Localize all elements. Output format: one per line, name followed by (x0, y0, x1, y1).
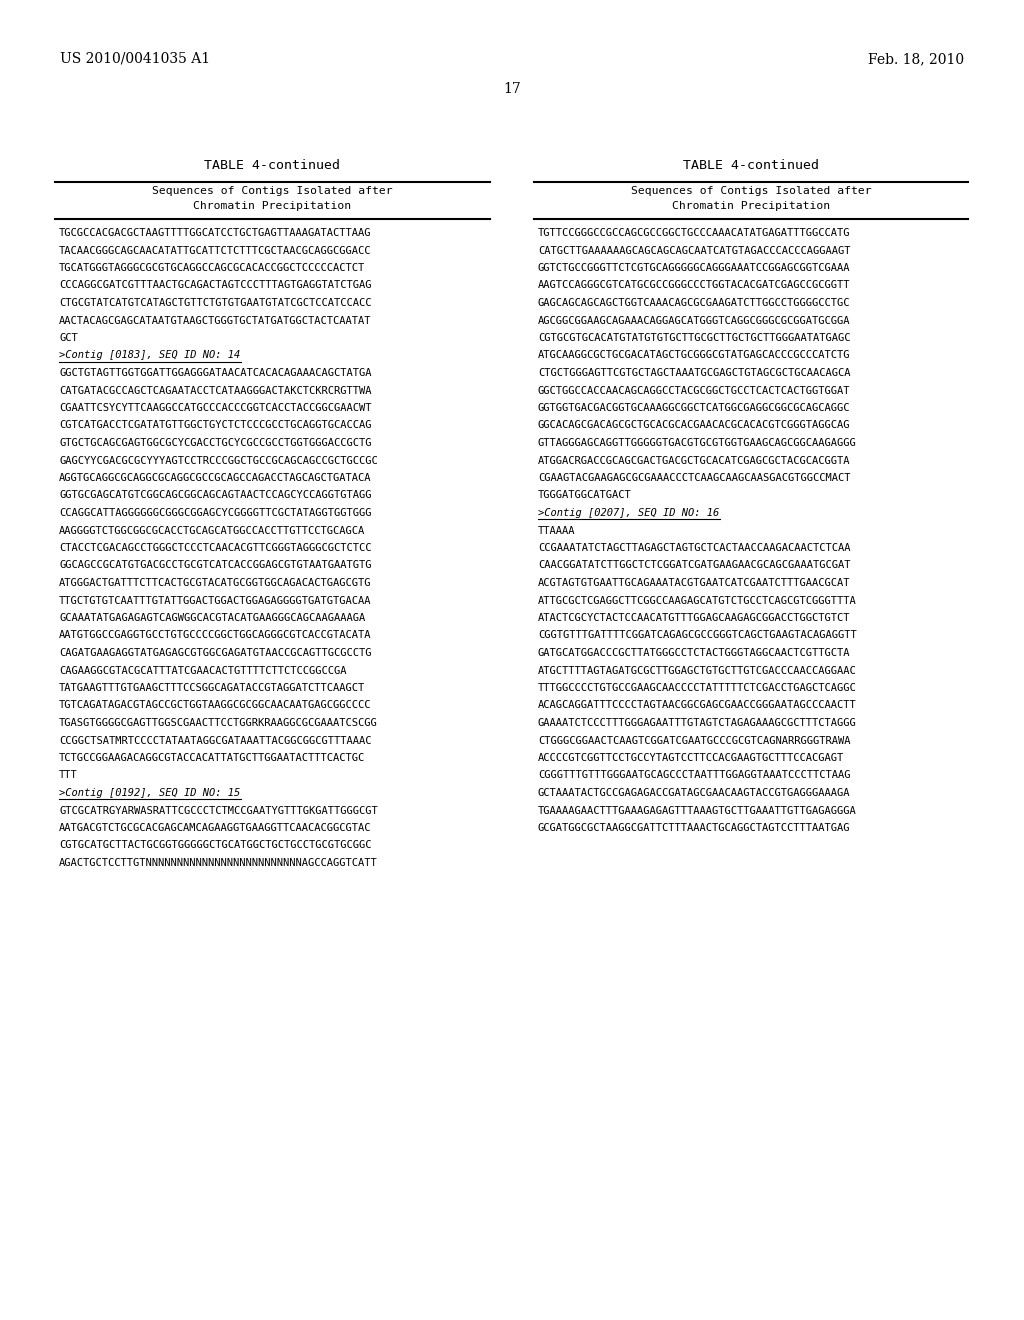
Text: CCAGGCATTAGGGGGGCGGGCGGAGCYCGGGGTTCGCTATAGGTGGTGGG: CCAGGCATTAGGGGGGCGGGCGGAGCYCGGGGTTCGCTAT… (59, 508, 372, 517)
Text: GGCTGGCCACCAACAGCAGGCCTACGCGGCTGCCTCACTCACTGGTGGAT: GGCTGGCCACCAACAGCAGGCCTACGCGGCTGCCTCACTC… (538, 385, 851, 396)
Text: CTGCGTATCATGTCATAGCTGTTCTGTGTGAATGTATCGCTCCATCCACC: CTGCGTATCATGTCATAGCTGTTCTGTGTGAATGTATCGC… (59, 298, 372, 308)
Text: GAGCAGCAGCAGCTGGTCAAACAGCGCGAAGATCTTGGCCTGGGGCCTGC: GAGCAGCAGCAGCTGGTCAAACAGCGCGAAGATCTTGGCC… (538, 298, 851, 308)
Text: GGTGCGAGCATGTCGGCAGCGGCAGCAGTAACTCCAGCYCCAGGTGTAGG: GGTGCGAGCATGTCGGCAGCGGCAGCAGTAACTCCAGCYC… (59, 491, 372, 500)
Text: ATGGGACTGATTTCTTCACTGCGTACATGCGGTGGCAGACACTGAGCGTG: ATGGGACTGATTTCTTCACTGCGTACATGCGGTGGCAGAC… (59, 578, 372, 587)
Text: CTGGGCGGAACTCAAGTCGGATCGAATGCCCGCGTCAGNARRGGGTRAWA: CTGGGCGGAACTCAAGTCGGATCGAATGCCCGCGTCAGNA… (538, 735, 851, 746)
Text: GGCACAGCGACAGCGCTGCACGCACGAACACGCACACGTCGGGTAGGCAG: GGCACAGCGACAGCGCTGCACGCACGAACACGCACACGTC… (538, 421, 851, 430)
Text: ACGTAGTGTGAATTGCAGAAATACGTGAATCATCGAATCTTTGAACGCAT: ACGTAGTGTGAATTGCAGAAATACGTGAATCATCGAATCT… (538, 578, 851, 587)
Text: Sequences of Contigs Isolated after
Chromatin Precipitation: Sequences of Contigs Isolated after Chro… (631, 186, 871, 211)
Text: AAGTCCAGGGCGTCATGCGCCGGGCCCTGGTACACGATCGAGCCGCGGTT: AAGTCCAGGGCGTCATGCGCCGGGCCCTGGTACACGATCG… (538, 281, 851, 290)
Text: GCT: GCT (59, 333, 78, 343)
Text: ATTGCGCTCGAGGCTTCGGCCAAGAGCATGTCTGCCTCAGCGTCGGGTTTA: ATTGCGCTCGAGGCTTCGGCCAAGAGCATGTCTGCCTCAG… (538, 595, 857, 606)
Text: ATGCAAGGCGCTGCGACATAGCTGCGGGCGTATGAGCACCCGCCCATCTG: ATGCAAGGCGCTGCGACATAGCTGCGGGCGTATGAGCACC… (538, 351, 851, 360)
Text: AACTACAGCGAGCATAATGTAAGCTGGGTGCTATGATGGCTACTCAATAT: AACTACAGCGAGCATAATGTAAGCTGGGTGCTATGATGGC… (59, 315, 372, 326)
Text: CGAAGTACGAAGAGCGCGAAACCCTCAAGCAAGCAASGACGTGGCCMACT: CGAAGTACGAAGAGCGCGAAACCCTCAAGCAAGCAASGAC… (538, 473, 851, 483)
Text: TGTTCCGGGCCGCCAGCGCCGGCTGCCCAAACATATGAGATTTGGCCATG: TGTTCCGGGCCGCCAGCGCCGGCTGCCCAAACATATGAGA… (538, 228, 851, 238)
Text: CGGGTTTGTTTGGGAATGCAGCCCTAATTTGGAGGTAAATCCCTTCTAAG: CGGGTTTGTTTGGGAATGCAGCCCTAATTTGGAGGTAAAT… (538, 771, 851, 780)
Text: GCTAAATACTGCCGAGAGACCGATAGCGAACAAGTACCGTGAGGGAAAGA: GCTAAATACTGCCGAGAGACCGATAGCGAACAAGTACCGT… (538, 788, 851, 799)
Text: CAACGGATATCTTGGCTCTCGGATCGATGAAGAACGCAGCGAAATGCGAT: CAACGGATATCTTGGCTCTCGGATCGATGAAGAACGCAGC… (538, 561, 851, 570)
Text: AGACTGCTCCTTGTNNNNNNNNNNNNNNNNNNNNNNNNNAGCCAGGTCATT: AGACTGCTCCTTGTNNNNNNNNNNNNNNNNNNNNNNNNNA… (59, 858, 378, 869)
Text: CCGAAATATCTAGCTTAGAGCTAGTGCTCACTAACCAAGACAACTCTCAA: CCGAAATATCTAGCTTAGAGCTAGTGCTCACTAACCAAGA… (538, 543, 851, 553)
Text: TTAAAA: TTAAAA (538, 525, 575, 536)
Text: AAGGGGTCTGGCGGCGCACCTGCAGCATGGCCACCTTGTTCCTGCAGCA: AAGGGGTCTGGCGGCGCACCTGCAGCATGGCCACCTTGTT… (59, 525, 366, 536)
Text: US 2010/0041035 A1: US 2010/0041035 A1 (60, 51, 210, 66)
Text: 17: 17 (503, 82, 521, 96)
Text: CGTGCATGCTTACTGCGGTGGGGGCTGCATGGCTGCTGCCTGCGTGCGGC: CGTGCATGCTTACTGCGGTGGGGGCTGCATGGCTGCTGCC… (59, 841, 372, 850)
Text: CGAATTCSYCYTTCAAGGCCATGCCCACCCGGTCACCTACCGGCGAACWT: CGAATTCSYCYTTCAAGGCCATGCCCACCCGGTCACCTAC… (59, 403, 372, 413)
Text: TTTGGCCCCTGTGCCGAAGCAACCCCTATTTTTCTCGACCTGAGCTCAGGC: TTTGGCCCCTGTGCCGAAGCAACCCCTATTTTTCTCGACC… (538, 682, 857, 693)
Text: CATGCTTGAAAAAAGCAGCAGCAGCAATCATGTAGACCCACCCAGGAAGT: CATGCTTGAAAAAAGCAGCAGCAGCAATCATGTAGACCCA… (538, 246, 851, 256)
Text: >Contig [0207], SEQ ID NO: 16: >Contig [0207], SEQ ID NO: 16 (538, 508, 719, 517)
Text: CTACCTCGACAGCCTGGGCTCCCTCAACACGTTCGGGTAGGGCGCTCTCC: CTACCTCGACAGCCTGGGCTCCCTCAACACGTTCGGGTAG… (59, 543, 372, 553)
Text: TTGCTGTGTCAATTTGTATTGGACTGGACTGGAGAGGGGTGATGTGACAA: TTGCTGTGTCAATTTGTATTGGACTGGACTGGAGAGGGGT… (59, 595, 372, 606)
Text: GCGATGGCGCTAAGGCGATTCTTTAAACTGCAGGCTAGTCCTTTAATGAG: GCGATGGCGCTAAGGCGATTCTTTAAACTGCAGGCTAGTC… (538, 822, 851, 833)
Text: GTTAGGGAGCAGGTTGGGGGTGACGTGCGTGGTGAAGCAGCGGCAAGAGGG: GTTAGGGAGCAGGTTGGGGGTGACGTGCGTGGTGAAGCAG… (538, 438, 857, 447)
Text: GGCAGCCGCATGTGACGCCTGCGTCATCACCGGAGCGTGTAATGAATGTG: GGCAGCCGCATGTGACGCCTGCGTCATCACCGGAGCGTGT… (59, 561, 372, 570)
Text: TGCATGGGTAGGGCGCGTGCAGGCCAGCGCACACCGGCTCCCCCACTCT: TGCATGGGTAGGGCGCGTGCAGGCCAGCGCACACCGGCTC… (59, 263, 366, 273)
Text: GCAAATATGAGAGAGTCAGWGGCACGTACATGAAGGGCAGCAAGAAAGA: GCAAATATGAGAGAGTCAGWGGCACGTACATGAAGGGCAG… (59, 612, 366, 623)
Text: AATGTGGCCGAGGTGCCTGTGCCCCGGCTGGCAGGGCGTCACCGTACATA: AATGTGGCCGAGGTGCCTGTGCCCCGGCTGGCAGGGCGTC… (59, 631, 372, 640)
Text: TABLE 4-continued: TABLE 4-continued (683, 158, 819, 172)
Text: TGASGTGGGGCGAGTTGGSCGAACTTCCTGGRKRAAGGCGCGAAATCSCGG: TGASGTGGGGCGAGTTGGSCGAACTTCCTGGRKRAAGGCG… (59, 718, 378, 729)
Text: CCGGCTSATMRTCCCCTATAATAGGCGATAAATTACGGCGGCGTTTAAAC: CCGGCTSATMRTCCCCTATAATAGGCGATAAATTACGGCG… (59, 735, 372, 746)
Text: ATGGACRGACCGCAGCGACTGACGCTGCACATCGAGCGCTACGCACGGTA: ATGGACRGACCGCAGCGACTGACGCTGCACATCGAGCGCT… (538, 455, 851, 466)
Text: TGCGCCACGACGCTAAGTTTTGGCATCCTGCTGAGTTAAAGATACTTAAG: TGCGCCACGACGCTAAGTTTTGGCATCCTGCTGAGTTAAA… (59, 228, 372, 238)
Text: CAGAAGGCGTACGCATTTATCGAACACTGTTTTCTTCTCCGGCCGA: CAGAAGGCGTACGCATTTATCGAACACTGTTTTCTTCTCC… (59, 665, 346, 676)
Text: CAGATGAAGAGGTATGAGAGCGTGGCGAGATGTAACCGCAGTTGCGCCTG: CAGATGAAGAGGTATGAGAGCGTGGCGAGATGTAACCGCA… (59, 648, 372, 657)
Text: AGGTGCAGGCGCAGGCGCAGGCGCCGCAGCCAGACCTAGCAGCTGATACA: AGGTGCAGGCGCAGGCGCAGGCGCCGCAGCCAGACCTAGC… (59, 473, 372, 483)
Text: AGCGGCGGAAGCAGAAACAGGAGCATGGGTCAGGCGGGCGCGGATGCGGA: AGCGGCGGAAGCAGAAACAGGAGCATGGGTCAGGCGGGCG… (538, 315, 851, 326)
Text: TABLE 4-continued: TABLE 4-continued (205, 158, 341, 172)
Text: GAGCYYCGACGCGCYYYAGTCCTRCCCGGCTGCCGCAGCAGCCGCTGCCGC: GAGCYYCGACGCGCYYYAGTCCTRCCCGGCTGCCGCAGCA… (59, 455, 378, 466)
Text: CGGTGTTTGATTTTCGGATCAGAGCGCCGGGTCAGCTGAAGTACAGAGGTT: CGGTGTTTGATTTTCGGATCAGAGCGCCGGGTCAGCTGAA… (538, 631, 857, 640)
Text: CCCAGGCGATCGTTTAACTGCAGACTAGTCCCTTTAGTGAGGTATCTGAG: CCCAGGCGATCGTTTAACTGCAGACTAGTCCCTTTAGTGA… (59, 281, 372, 290)
Text: GAAAATCTCCCTTTGGGAGAATTTGTAGTCTAGAGAAAGCGCTTTCTAGGG: GAAAATCTCCCTTTGGGAGAATTTGTAGTCTAGAGAAAGC… (538, 718, 857, 729)
Text: GTGCTGCAGCGAGTGGCGCYCGACCTGCYCGCCGCCTGGTGGGACCGCTG: GTGCTGCAGCGAGTGGCGCYCGACCTGCYCGCCGCCTGGT… (59, 438, 372, 447)
Text: >Contig [0183], SEQ ID NO: 14: >Contig [0183], SEQ ID NO: 14 (59, 351, 241, 360)
Text: GGTCTGCCGGGTTCTCGTGCAGGGGGCAGGGAAATCCGGAGCGGTCGAAA: GGTCTGCCGGGTTCTCGTGCAGGGGGCAGGGAAATCCGGA… (538, 263, 851, 273)
Text: GGCTGTAGTTGGTGGATTGGAGGGATAACATCACACAGAAACAGCTATGA: GGCTGTAGTTGGTGGATTGGAGGGATAACATCACACAGAA… (59, 368, 372, 378)
Text: TGAAAAGAACTTTGAAAGAGAGTTTAAAGTGCTTGAAATTGTTGAGAGGGA: TGAAAAGAACTTTGAAAGAGAGTTTAAAGTGCTTGAAATT… (538, 805, 857, 816)
Text: >Contig [0192], SEQ ID NO: 15: >Contig [0192], SEQ ID NO: 15 (59, 788, 241, 799)
Text: ACCCCGTCGGTTCCTGCCYTAGTCCTTCCACGAAGTGCTTTCCACGAGT: ACCCCGTCGGTTCCTGCCYTAGTCCTTCCACGAAGTGCTT… (538, 752, 844, 763)
Text: Feb. 18, 2010: Feb. 18, 2010 (868, 51, 964, 66)
Text: ACAGCAGGATTTCCCCTAGTAACGGCGAGCGAACCGGGAATAGCCCAACTT: ACAGCAGGATTTCCCCTAGTAACGGCGAGCGAACCGGGAA… (538, 701, 857, 710)
Text: GGTGGTGACGACGGTGCAAAGGCGGCTCATGGCGAGGCGGCGCAGCAGGC: GGTGGTGACGACGGTGCAAAGGCGGCTCATGGCGAGGCGG… (538, 403, 851, 413)
Text: CATGATACGCCAGCTCAGAATACCTCATAAGGGACTAKCTCKRCRGTTWA: CATGATACGCCAGCTCAGAATACCTCATAAGGGACTAKCT… (59, 385, 372, 396)
Text: CTGCTGGGAGTTCGTGCTAGCTAAATGCGAGCTGTAGCGCTGCAACAGCA: CTGCTGGGAGTTCGTGCTAGCTAAATGCGAGCTGTAGCGC… (538, 368, 851, 378)
Text: GTCGCATRGYARWASRATTCGCCCTCTMCCGAATYGTTTGKGATTGGGCGT: GTCGCATRGYARWASRATTCGCCCTCTMCCGAATYGTTTG… (59, 805, 378, 816)
Text: TCTGCCGGAAGACAGGCGTACCACATTATGCTTGGAATACTTTCACTGC: TCTGCCGGAAGACAGGCGTACCACATTATGCTTGGAATAC… (59, 752, 366, 763)
Text: TTT: TTT (59, 771, 78, 780)
Text: Sequences of Contigs Isolated after
Chromatin Precipitation: Sequences of Contigs Isolated after Chro… (153, 186, 393, 211)
Text: ATGCTTTTAGTAGATGCGCTTGGAGCTGTGCTTGTCGACCCAACCAGGAAC: ATGCTTTTAGTAGATGCGCTTGGAGCTGTGCTTGTCGACC… (538, 665, 857, 676)
Text: TACAACGGGCAGCAACATATTGCATTCTCTTTCGCTAACGCAGGCGGACC: TACAACGGGCAGCAACATATTGCATTCTCTTTCGCTAACG… (59, 246, 372, 256)
Text: AATGACGTCTGCGCACGAGCAMCAGAAGGTGAAGGTTCAACACGGCGTAC: AATGACGTCTGCGCACGAGCAMCAGAAGGTGAAGGTTCAA… (59, 822, 372, 833)
Text: TGGGATGGCATGACT: TGGGATGGCATGACT (538, 491, 632, 500)
Text: ATACTCGCYCTACTCCAACATGTTTGGAGCAAGAGCGGACCTGGCTGTCT: ATACTCGCYCTACTCCAACATGTTTGGAGCAAGAGCGGAC… (538, 612, 851, 623)
Text: GATGCATGGACCCGCTTATGGGCCTCTACTGGGTAGGCAACTCGTTGCTA: GATGCATGGACCCGCTTATGGGCCTCTACTGGGTAGGCAA… (538, 648, 851, 657)
Text: CGTGCGTGCACATGTATGTGTGCTTGCGCTTGCTGCTTGGGAATATGAGC: CGTGCGTGCACATGTATGTGTGCTTGCGCTTGCTGCTTGG… (538, 333, 851, 343)
Text: TGTCAGATAGACGTAGCCGCTGGTAAGGCGCGGCAACAATGAGCGGCCCC: TGTCAGATAGACGTAGCCGCTGGTAAGGCGCGGCAACAAT… (59, 701, 372, 710)
Text: TATGAAGTTTGTGAAGCTTTCCSGGCAGATACCGTAGGATCTTCAAGCT: TATGAAGTTTGTGAAGCTTTCCSGGCAGATACCGTAGGAT… (59, 682, 366, 693)
Text: CGTCATGACCTCGATATGTTGGCTGYCTCTCCCGCCTGCAGGTGCACCAG: CGTCATGACCTCGATATGTTGGCTGYCTCTCCCGCCTGCA… (59, 421, 372, 430)
